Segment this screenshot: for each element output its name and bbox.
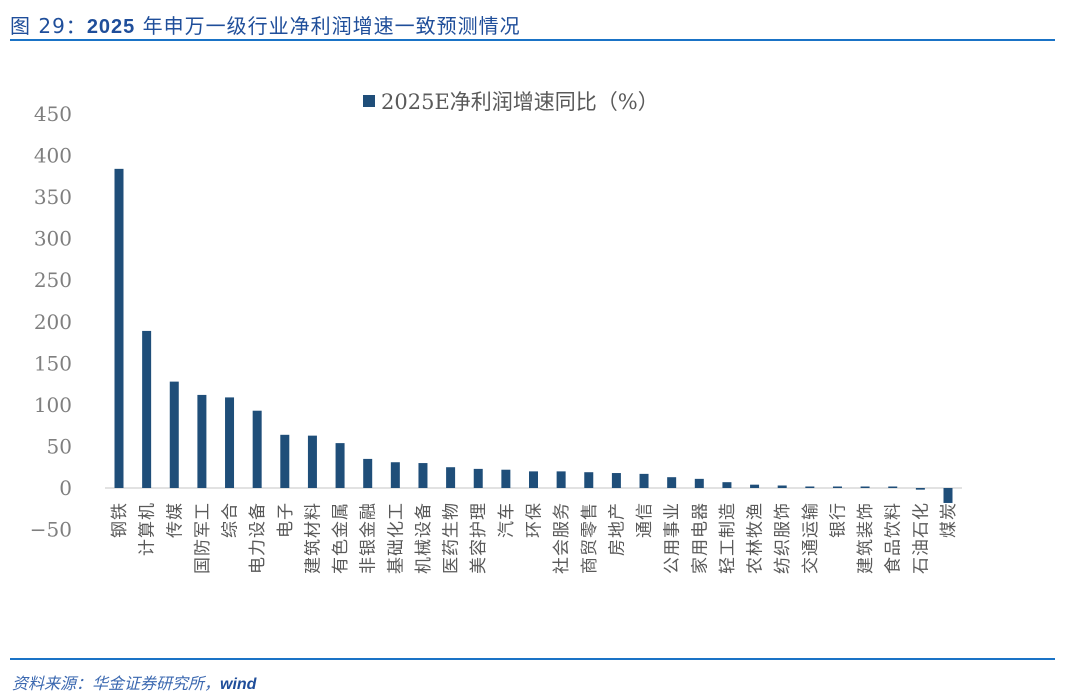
x-category-label: 农林牧渔 bbox=[746, 502, 766, 574]
bar bbox=[252, 410, 262, 488]
x-category-label: 石油石化 bbox=[911, 502, 931, 574]
x-category-label: 基础化工 bbox=[386, 502, 406, 574]
x-category-label: 公用事业 bbox=[663, 502, 683, 574]
bar bbox=[888, 486, 898, 488]
bar bbox=[197, 394, 207, 488]
x-category-label: 电子 bbox=[276, 502, 296, 538]
y-tick-label: 200 bbox=[34, 310, 72, 334]
bar bbox=[943, 488, 953, 503]
x-category-label: 房地产 bbox=[607, 502, 627, 556]
y-tick-label: 300 bbox=[34, 227, 72, 251]
x-category-label: 环保 bbox=[525, 502, 545, 538]
x-category-label: 建筑材料 bbox=[303, 502, 323, 574]
bar bbox=[556, 471, 566, 488]
bar bbox=[501, 469, 511, 488]
bar bbox=[169, 381, 179, 488]
top-divider bbox=[10, 39, 1055, 41]
y-tick-label: 350 bbox=[34, 185, 72, 209]
x-category-label: 综合 bbox=[221, 502, 241, 538]
bar bbox=[280, 434, 290, 488]
bar bbox=[805, 486, 815, 488]
source-prefix: 资料来源：华金证券研究所， bbox=[12, 674, 221, 693]
x-category-label: 传媒 bbox=[165, 502, 185, 538]
bar bbox=[446, 467, 456, 488]
bar bbox=[142, 330, 152, 488]
x-category-label: 纺织服饰 bbox=[773, 502, 793, 574]
y-tick-label: −50 bbox=[30, 518, 72, 542]
chart-legend: 2025E净利润增速同比（%） bbox=[363, 86, 659, 116]
x-category-label: 汽车 bbox=[497, 502, 517, 538]
bar bbox=[418, 463, 428, 488]
legend-swatch-icon bbox=[363, 95, 375, 107]
bar bbox=[667, 477, 677, 488]
x-category-label: 商贸零售 bbox=[580, 502, 600, 574]
x-category-label: 计算机 bbox=[138, 502, 158, 556]
bar bbox=[363, 458, 373, 488]
x-category-label: 有色金属 bbox=[331, 502, 351, 574]
x-category-label: 轻工制造 bbox=[718, 502, 738, 574]
x-category-label: 银行 bbox=[828, 502, 848, 538]
x-axis-labels: 钢铁 计算机 传媒 国防军工 综合 电力设备 电子 建筑材料 有色金属 非银金融 基础化工 机械设备医… bbox=[110, 502, 959, 574]
figure-title: 图 29：2025 年申万一级行业净利润增速一致预测情况 bbox=[10, 10, 521, 39]
y-tick-label: 150 bbox=[34, 351, 72, 375]
bar bbox=[307, 435, 317, 488]
y-tick-label: 0 bbox=[59, 476, 72, 500]
bar bbox=[390, 462, 400, 488]
bar-chart: 450 400 350 300 250 200 150 100 50 0 −50 钢铁 计算机 传媒 国防… bbox=[30, 102, 962, 574]
bar bbox=[611, 473, 621, 488]
bar bbox=[114, 168, 124, 488]
y-tick-label: 50 bbox=[47, 434, 72, 458]
x-category-label: 社会服务 bbox=[552, 502, 572, 574]
x-category-label: 通信 bbox=[635, 502, 655, 538]
bar bbox=[225, 397, 235, 488]
bar bbox=[722, 482, 732, 488]
y-tick-label: 400 bbox=[34, 144, 72, 168]
source-wind: wind bbox=[220, 676, 257, 693]
bar bbox=[860, 486, 870, 488]
bar bbox=[584, 472, 594, 488]
x-category-label: 钢铁 bbox=[110, 502, 130, 538]
x-category-label: 机械设备 bbox=[414, 502, 434, 574]
x-category-label: 非银金融 bbox=[359, 502, 379, 574]
bar-series bbox=[114, 168, 953, 503]
x-category-label: 医药生物 bbox=[442, 502, 462, 574]
bar bbox=[832, 486, 842, 488]
x-category-label: 美容护理 bbox=[469, 502, 489, 574]
bar bbox=[915, 488, 925, 490]
x-category-label: 食品饮料 bbox=[884, 502, 904, 574]
figure-year: 2025 bbox=[86, 16, 136, 38]
bar bbox=[750, 484, 760, 488]
x-category-label: 家用电器 bbox=[690, 502, 710, 574]
source-note: 资料来源：华金证券研究所，wind bbox=[12, 670, 256, 694]
figure-title-text: 年申万一级行业净利润增速一致预测情况 bbox=[142, 14, 521, 38]
x-category-label: 电力设备 bbox=[248, 502, 268, 574]
x-category-label: 交通运输 bbox=[801, 502, 821, 574]
y-tick-label: 250 bbox=[34, 268, 72, 292]
x-category-label: 建筑装饰 bbox=[856, 502, 876, 574]
y-tick-label: 100 bbox=[34, 393, 72, 417]
bottom-divider bbox=[10, 658, 1055, 660]
legend-label: 2025E净利润增速同比（%） bbox=[381, 90, 659, 114]
y-axis: 450 400 350 300 250 200 150 100 50 0 −50 bbox=[30, 102, 72, 542]
y-tick-label: 450 bbox=[34, 102, 72, 126]
bar bbox=[529, 471, 538, 488]
bar bbox=[694, 478, 704, 488]
bar bbox=[639, 473, 649, 488]
bar bbox=[473, 468, 483, 488]
bar bbox=[777, 485, 787, 488]
x-category-label: 煤炭 bbox=[939, 502, 959, 538]
figure-label: 图 29： bbox=[10, 14, 87, 38]
x-category-label: 国防军工 bbox=[193, 502, 213, 574]
bar bbox=[335, 443, 345, 488]
